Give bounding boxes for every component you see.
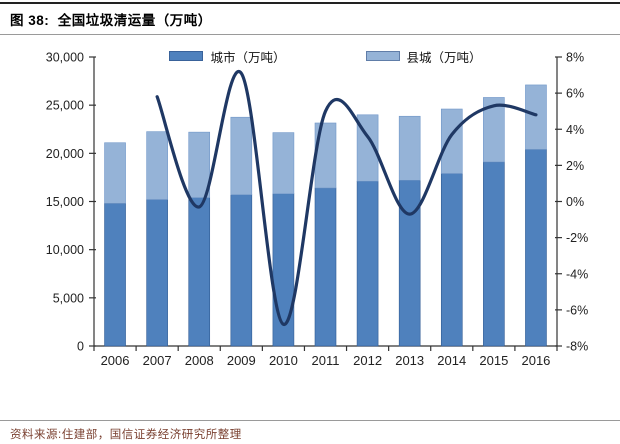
y-axis-left-label: 10,000: [46, 243, 84, 257]
bar-county-2013: [398, 115, 421, 181]
bar-city-2013: [398, 180, 421, 347]
bar-county-2009: [230, 116, 253, 196]
y-axis-left-label: 30,000: [46, 51, 84, 65]
bar-county-2015: [483, 97, 505, 163]
y-axis-right-label: -8%: [566, 340, 588, 354]
legend-label-county: 县城（万吨）: [406, 50, 482, 65]
x-axis-label: 2006: [101, 353, 130, 368]
bar-city-2011: [314, 187, 337, 347]
x-axis-label: 2014: [437, 353, 466, 368]
bar-county-2014: [440, 108, 463, 174]
x-axis-label: 2008: [185, 353, 214, 368]
chart-legend: 城市（万吨） 县城（万吨）: [94, 47, 557, 66]
x-axis-label: 2009: [227, 353, 256, 368]
bar-county-2007: [146, 131, 168, 200]
footer-divider-rule: [0, 420, 620, 421]
y-axis-right-label: -6%: [566, 303, 588, 317]
y-axis-right-label: 4%: [566, 123, 584, 137]
y-axis-right-label: 2%: [566, 159, 584, 173]
y-axis-left-label: 20,000: [46, 147, 84, 161]
figure-title: 图 38: 全国垃圾清运量（万吨）: [10, 13, 212, 28]
bar-city-2015: [483, 161, 505, 347]
bar-city-2007: [146, 199, 168, 347]
legend-label-city: 城市（万吨）: [210, 50, 286, 65]
bar-city-2006: [104, 203, 126, 347]
y-axis-right-label: 0%: [566, 195, 584, 209]
x-axis-label: 2013: [395, 353, 424, 368]
y-axis-right-label: -2%: [566, 231, 588, 245]
legend-swatch-county: [365, 51, 400, 61]
top-border-rule: [0, 2, 620, 4]
legend-swatch-city: [169, 51, 204, 61]
x-axis-label: 2012: [353, 353, 382, 368]
y-axis-left-label: 15,000: [46, 195, 84, 209]
legend-item-city: 城市（万吨）: [169, 47, 286, 66]
bar-city-2009: [230, 194, 253, 347]
bar-county-2008: [188, 131, 211, 198]
x-axis-label: 2010: [269, 353, 298, 368]
y-axis-right-label: 6%: [566, 87, 584, 101]
bar-city-2016: [525, 149, 547, 347]
x-axis-label: 2011: [312, 353, 340, 368]
y-axis-right-label: 8%: [566, 51, 584, 65]
bar-city-2012: [356, 180, 379, 347]
x-axis-label: 2016: [521, 353, 550, 368]
bar-county-2010: [272, 132, 295, 195]
x-axis-label: 2015: [479, 353, 508, 368]
source-note: 资料来源:住建部，国信证券经济研究所整理: [10, 429, 242, 441]
bar-city-2014: [440, 173, 463, 347]
bar-city-2008: [188, 197, 211, 347]
bar-county-2016: [525, 84, 547, 150]
y-axis-left-label: 5,000: [53, 291, 84, 305]
y-axis-left-label: 0: [77, 340, 84, 354]
growth-rate-line: [155, 69, 538, 326]
x-axis-label: 2007: [143, 353, 172, 368]
y-axis-left-label: 25,000: [46, 99, 84, 113]
title-divider-rule: [0, 34, 620, 35]
y-axis-right-label: -4%: [566, 267, 588, 281]
legend-item-county: 县城（万吨）: [365, 47, 482, 66]
bar-county-2006: [104, 142, 126, 204]
